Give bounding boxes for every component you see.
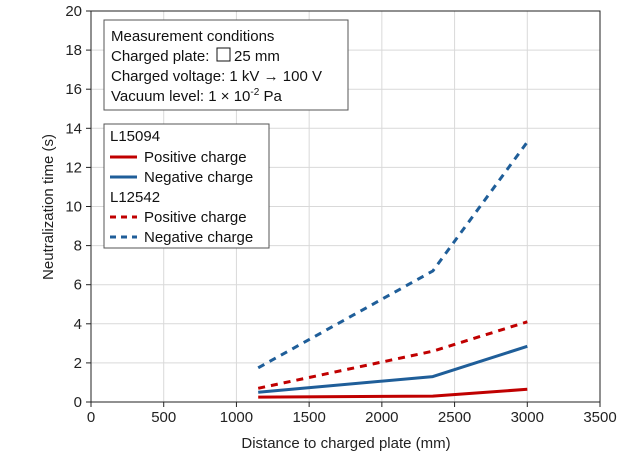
conditions-voltage: Charged voltage: 1 kV → 100 V [111,68,322,85]
y-tick-label-3: 6 [74,277,82,294]
series-line-l15094-positive [258,387,528,399]
legend-group-l12542: L12542 [110,189,160,206]
y-tick-label-8: 16 [65,81,82,98]
legend-pos1: Positive charge [144,149,247,166]
x-tick-label-6: 3000 [511,409,544,426]
y-axis-ticks: 0 2 4 6 8 10 12 14 16 18 20 [65,3,91,411]
conditions-plate-value: 25 mm [234,48,280,65]
y-tick-label-5: 10 [65,199,82,216]
legend-group-l15094: L15094 [110,128,160,145]
legend-frame [103,123,270,249]
legend: L15094 Positive charge Negative charge L… [103,123,270,249]
x-tick-label-2: 1000 [220,409,253,426]
x-tick-label-4: 2000 [365,409,398,426]
x-axis-label: Distance to charged plate (mm) [241,435,450,452]
y-tick-label-9: 18 [65,42,82,59]
x-axis-ticks: 0 500 1000 1500 2000 2500 3000 3500 [87,402,617,426]
y-tick-label-2: 4 [74,316,82,333]
series-line-l12542-negative [257,141,529,370]
square-icon [216,47,231,62]
vacuum-exponent: -2 [250,87,259,98]
conditions-title: Measurement conditions [111,28,274,45]
x-tick-label-1: 500 [151,409,176,426]
x-tick-label-0: 0 [87,409,95,426]
series-line-l15094-negative [258,344,528,394]
series-line-l12542-positive [257,320,528,390]
y-tick-label-1: 2 [74,355,82,372]
x-tick-label-7: 3500 [583,409,616,426]
y-tick-label-6: 12 [65,159,82,176]
legend-neg2: Negative charge [144,229,253,246]
conditions-plate-label: Charged plate: [111,48,209,65]
y-tick-label-4: 8 [74,238,82,255]
conditions-box-frame [103,19,349,111]
y-tick-label-0: 0 [74,394,82,411]
legend-neg1: Negative charge [144,169,253,186]
conditions-vacuum: Vacuum level: 1 × 10-2 Pa [111,87,282,105]
legend-pos2: Positive charge [144,209,247,226]
vacuum-suffix: Pa [259,88,282,105]
y-tick-label-10: 20 [65,3,82,20]
y-axis-label: Neutralization time (s) [40,134,57,280]
conditions-box: Measurement conditions Charged plate: 25… [103,19,349,111]
y-tick-label-7: 14 [65,120,82,137]
vacuum-prefix: Vacuum level: 1 × 10 [111,88,250,105]
x-tick-label-5: 2500 [438,409,471,426]
series-lines [257,141,529,399]
plot-frame [90,10,601,403]
x-tick-label-3: 1500 [292,409,325,426]
